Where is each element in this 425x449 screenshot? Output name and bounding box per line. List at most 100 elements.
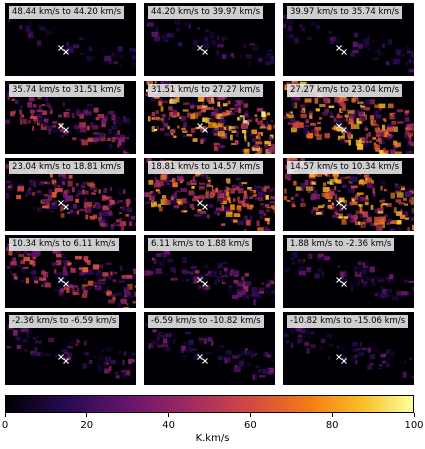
emission-cell bbox=[130, 215, 136, 220]
emission-cell bbox=[216, 275, 221, 281]
emission-cell bbox=[179, 342, 183, 345]
emission-cell bbox=[256, 107, 264, 112]
emission-cell bbox=[99, 286, 102, 291]
emission-cell bbox=[268, 49, 272, 52]
emission-cell bbox=[404, 110, 410, 114]
emission-cell bbox=[177, 175, 184, 181]
emission-cell bbox=[367, 139, 371, 146]
emission-cell bbox=[404, 191, 412, 197]
emission-cell bbox=[53, 95, 59, 101]
emission-cell bbox=[381, 360, 387, 364]
emission-cell bbox=[181, 269, 188, 275]
emission-cell bbox=[409, 357, 412, 360]
emission-cell bbox=[40, 351, 46, 358]
emission-cell bbox=[412, 287, 414, 290]
emission-cell bbox=[378, 368, 381, 374]
emission-cell bbox=[111, 125, 118, 130]
emission-cell bbox=[201, 172, 205, 178]
emission-cell bbox=[57, 349, 62, 353]
emission-cell bbox=[119, 63, 122, 66]
channel-map-grid: 48.44 km/s to 44.20 km/s 44.20 km/s to 39… bbox=[5, 3, 414, 385]
emission-cell bbox=[154, 197, 161, 203]
emission-cell bbox=[219, 94, 225, 100]
emission-cell bbox=[204, 36, 208, 41]
emission-cell bbox=[256, 295, 263, 299]
emission-cell bbox=[341, 279, 345, 285]
emission-cell bbox=[150, 96, 157, 102]
emission-cell bbox=[216, 198, 224, 204]
emission-cell bbox=[153, 258, 157, 265]
emission-cell bbox=[167, 32, 170, 38]
emission-cell bbox=[339, 207, 344, 212]
emission-cell bbox=[304, 125, 310, 128]
emission-cell bbox=[30, 188, 33, 192]
emission-cell bbox=[204, 175, 210, 179]
emission-cell bbox=[107, 290, 111, 294]
emission-cell bbox=[6, 265, 11, 269]
emission-cell bbox=[83, 202, 88, 208]
emission-cell bbox=[119, 134, 125, 139]
emission-cell bbox=[232, 198, 236, 203]
emission-cell bbox=[319, 117, 323, 120]
emission-cell bbox=[310, 186, 316, 191]
emission-cell bbox=[316, 128, 319, 133]
emission-cell bbox=[376, 292, 380, 298]
emission-cell bbox=[308, 338, 313, 343]
emission-cell bbox=[255, 135, 260, 139]
emission-cell bbox=[357, 261, 362, 265]
emission-cell bbox=[124, 291, 131, 296]
emission-cell bbox=[360, 276, 363, 281]
emission-cell bbox=[357, 270, 360, 275]
emission-cell bbox=[98, 189, 101, 194]
emission-cell bbox=[119, 217, 122, 224]
emission-cell bbox=[365, 178, 368, 181]
emission-cell bbox=[157, 191, 161, 194]
emission-cell bbox=[214, 125, 219, 131]
emission-cell bbox=[74, 211, 78, 215]
emission-cell bbox=[198, 186, 205, 190]
emission-cell bbox=[254, 353, 258, 357]
emission-cell bbox=[215, 187, 219, 193]
emission-cell bbox=[380, 277, 385, 282]
emission-cell bbox=[57, 184, 60, 188]
emission-cell bbox=[358, 352, 365, 356]
emission-cell bbox=[82, 284, 88, 288]
emission-cell bbox=[347, 184, 351, 191]
emission-cell bbox=[100, 281, 106, 285]
emission-cell bbox=[396, 290, 404, 296]
emission-cell bbox=[246, 350, 253, 356]
velocity-range-label: 27.27 km/s to 23.04 km/s bbox=[287, 84, 402, 97]
emission-cell bbox=[251, 186, 258, 193]
emission-cell bbox=[377, 207, 384, 211]
emission-cell bbox=[339, 108, 343, 113]
emission-cell bbox=[371, 40, 377, 43]
emission-cell bbox=[259, 216, 264, 220]
colorbar-tick-label: 20 bbox=[80, 420, 94, 431]
source-marker bbox=[197, 123, 203, 129]
emission-cell bbox=[261, 111, 266, 118]
emission-cell bbox=[382, 43, 386, 48]
colorbar-tick bbox=[331, 413, 333, 417]
emission-cell bbox=[72, 137, 77, 141]
emission-cell bbox=[200, 210, 206, 214]
emission-cell bbox=[363, 211, 368, 218]
emission-cell bbox=[95, 361, 101, 364]
velocity-range-label: 48.44 km/s to 44.20 km/s bbox=[9, 6, 124, 19]
emission-cell bbox=[309, 173, 315, 178]
emission-cell bbox=[266, 206, 272, 209]
emission-cell bbox=[343, 118, 346, 123]
emission-cell bbox=[352, 41, 358, 47]
emission-cell bbox=[90, 216, 95, 220]
emission-cell bbox=[298, 326, 305, 333]
emission-cell bbox=[251, 138, 258, 142]
emission-cell bbox=[176, 27, 180, 32]
emission-cell bbox=[324, 108, 330, 113]
emission-cell bbox=[264, 204, 270, 208]
emission-cell bbox=[170, 98, 177, 104]
channel-panel: -6.59 km/s to -10.82 km/s bbox=[144, 312, 275, 385]
emission-cell bbox=[285, 111, 291, 115]
colorbar-ticks: 0 20 40 60 80 100 bbox=[2, 413, 424, 443]
emission-cell bbox=[365, 98, 371, 105]
emission-cell bbox=[13, 329, 18, 336]
emission-cell bbox=[121, 55, 124, 59]
